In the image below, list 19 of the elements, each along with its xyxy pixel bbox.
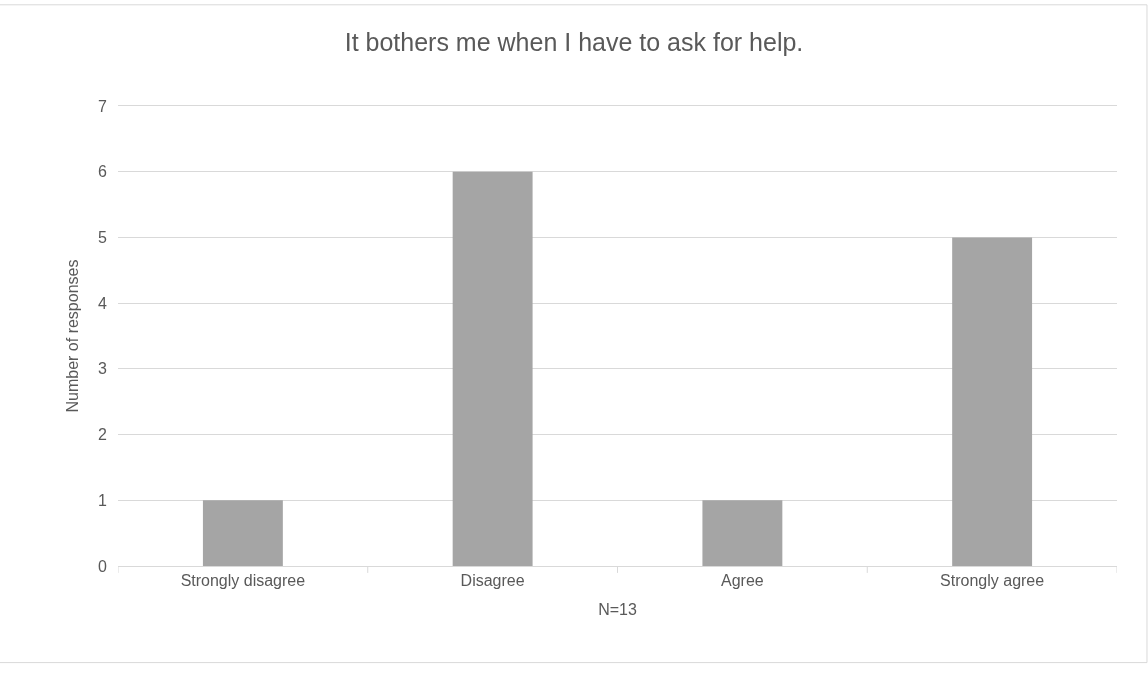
x-tick-label: Disagree — [460, 572, 525, 590]
bar — [952, 237, 1033, 566]
bar — [202, 500, 283, 566]
bar — [452, 171, 533, 566]
y-tick-label: 0 — [98, 557, 108, 575]
x-tick-label: Strongly agree — [940, 572, 1045, 590]
x-tick-label: Strongly disagree — [180, 572, 306, 590]
y-tick-label: 6 — [98, 163, 108, 181]
bar — [702, 500, 783, 566]
y-axis-title: Number of responses — [63, 259, 81, 413]
y-tick-label: 5 — [98, 229, 108, 247]
chart-title: It bothers me when I have to ask for help. — [344, 28, 804, 57]
y-tick-label: 7 — [98, 97, 108, 115]
y-tick-label: 2 — [98, 426, 108, 444]
y-tick-label: 3 — [98, 360, 108, 378]
x-tick-label: Agree — [721, 572, 764, 590]
y-tick-label: 4 — [98, 294, 108, 312]
y-tick-label: 1 — [98, 491, 108, 509]
x-axis-title: N=13 — [598, 600, 637, 618]
